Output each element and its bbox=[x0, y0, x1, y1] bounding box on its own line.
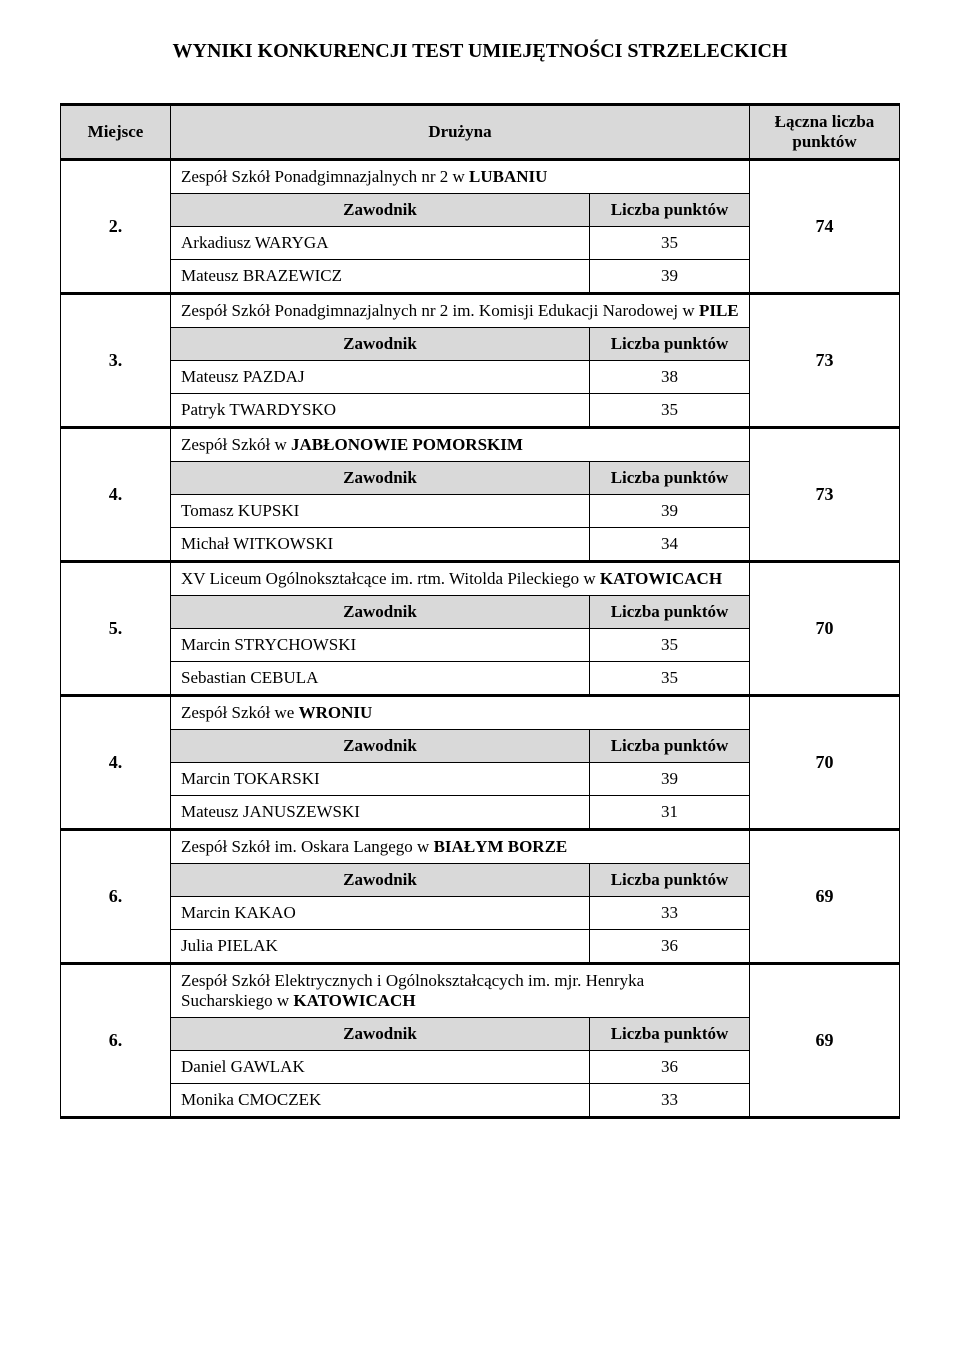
competitor-name: Monika CMOCZEK bbox=[171, 1084, 590, 1118]
team-name-cell: XV Liceum Ogólnokształcące im. rtm. Wito… bbox=[171, 562, 750, 596]
competitor-points: 39 bbox=[590, 763, 750, 796]
team-name-cell: Zespół Szkół w JABŁONOWIE POMORSKIM bbox=[171, 428, 750, 462]
table-row: 3.Zespół Szkół Ponadgimnazjalnych nr 2 i… bbox=[61, 294, 900, 328]
team-name-cell: Zespół Szkół Ponadgimnazjalnych nr 2 w L… bbox=[171, 160, 750, 194]
total-cell: 70 bbox=[750, 562, 900, 696]
competitor-name: Marcin TOKARSKI bbox=[171, 763, 590, 796]
team-name-cell: Zespół Szkół Ponadgimnazjalnych nr 2 im.… bbox=[171, 294, 750, 328]
subheader-points: Liczba punktów bbox=[590, 730, 750, 763]
header-team: Drużyna bbox=[171, 105, 750, 160]
competitor-points: 35 bbox=[590, 227, 750, 260]
place-cell: 4. bbox=[61, 428, 171, 562]
competitor-name: Marcin STRYCHOWSKI bbox=[171, 629, 590, 662]
table-row: 4.Zespół Szkół we WRONIU70 bbox=[61, 696, 900, 730]
competitor-name: Julia PIELAK bbox=[171, 930, 590, 964]
competitor-name: Patryk TWARDYSKO bbox=[171, 394, 590, 428]
competitor-name: Michał WITKOWSKI bbox=[171, 528, 590, 562]
place-cell: 4. bbox=[61, 696, 171, 830]
competitor-points: 35 bbox=[590, 394, 750, 428]
subheader-points: Liczba punktów bbox=[590, 1018, 750, 1051]
subheader-points: Liczba punktów bbox=[590, 596, 750, 629]
competitor-points: 35 bbox=[590, 662, 750, 696]
subheader-points: Liczba punktów bbox=[590, 328, 750, 361]
subheader-competitor: Zawodnik bbox=[171, 328, 590, 361]
subheader-points: Liczba punktów bbox=[590, 462, 750, 495]
place-cell: 6. bbox=[61, 830, 171, 964]
total-cell: 69 bbox=[750, 964, 900, 1118]
table-row: 6.Zespół Szkół im. Oskara Langego w BIAŁ… bbox=[61, 830, 900, 864]
place-cell: 6. bbox=[61, 964, 171, 1118]
competitor-name: Marcin KAKAO bbox=[171, 897, 590, 930]
team-name-cell: Zespół Szkół Elektrycznych i Ogólnokszta… bbox=[171, 964, 750, 1018]
subheader-competitor: Zawodnik bbox=[171, 596, 590, 629]
competitor-points: 33 bbox=[590, 1084, 750, 1118]
competitor-name: Mateusz PAZDAJ bbox=[171, 361, 590, 394]
total-cell: 73 bbox=[750, 428, 900, 562]
total-cell: 74 bbox=[750, 160, 900, 294]
competitor-name: Mateusz JANUSZEWSKI bbox=[171, 796, 590, 830]
table-row: 2.Zespół Szkół Ponadgimnazjalnych nr 2 w… bbox=[61, 160, 900, 194]
place-cell: 2. bbox=[61, 160, 171, 294]
competitor-points: 38 bbox=[590, 361, 750, 394]
competitor-points: 33 bbox=[590, 897, 750, 930]
competitor-name: Mateusz BRAZEWICZ bbox=[171, 260, 590, 294]
competitor-points: 35 bbox=[590, 629, 750, 662]
subheader-competitor: Zawodnik bbox=[171, 1018, 590, 1051]
competitor-name: Tomasz KUPSKI bbox=[171, 495, 590, 528]
table-header-row: Miejsce Drużyna Łączna liczba punktów bbox=[61, 105, 900, 160]
place-cell: 5. bbox=[61, 562, 171, 696]
subheader-competitor: Zawodnik bbox=[171, 730, 590, 763]
total-cell: 69 bbox=[750, 830, 900, 964]
total-cell: 70 bbox=[750, 696, 900, 830]
team-name-cell: Zespół Szkół we WRONIU bbox=[171, 696, 750, 730]
competitor-name: Daniel GAWLAK bbox=[171, 1051, 590, 1084]
subheader-competitor: Zawodnik bbox=[171, 462, 590, 495]
competitor-name: Arkadiusz WARYGA bbox=[171, 227, 590, 260]
competitor-points: 39 bbox=[590, 495, 750, 528]
header-place: Miejsce bbox=[61, 105, 171, 160]
place-cell: 3. bbox=[61, 294, 171, 428]
competitor-points: 31 bbox=[590, 796, 750, 830]
competitor-points: 34 bbox=[590, 528, 750, 562]
table-row: 6.Zespół Szkół Elektrycznych i Ogólnoksz… bbox=[61, 964, 900, 1018]
table-row: 4.Zespół Szkół w JABŁONOWIE POMORSKIM73 bbox=[61, 428, 900, 462]
subheader-competitor: Zawodnik bbox=[171, 194, 590, 227]
competitor-points: 36 bbox=[590, 1051, 750, 1084]
header-total: Łączna liczba punktów bbox=[750, 105, 900, 160]
table-row: 5.XV Liceum Ogólnokształcące im. rtm. Wi… bbox=[61, 562, 900, 596]
subheader-competitor: Zawodnik bbox=[171, 864, 590, 897]
team-name-cell: Zespół Szkół im. Oskara Langego w BIAŁYM… bbox=[171, 830, 750, 864]
subheader-points: Liczba punktów bbox=[590, 864, 750, 897]
competitor-name: Sebastian CEBULA bbox=[171, 662, 590, 696]
competitor-points: 39 bbox=[590, 260, 750, 294]
results-table: Miejsce Drużyna Łączna liczba punktów 2.… bbox=[60, 103, 900, 1119]
total-cell: 73 bbox=[750, 294, 900, 428]
subheader-points: Liczba punktów bbox=[590, 194, 750, 227]
page-title: WYNIKI KONKURENCJI TEST UMIEJĘTNOŚCI STR… bbox=[60, 40, 900, 63]
competitor-points: 36 bbox=[590, 930, 750, 964]
